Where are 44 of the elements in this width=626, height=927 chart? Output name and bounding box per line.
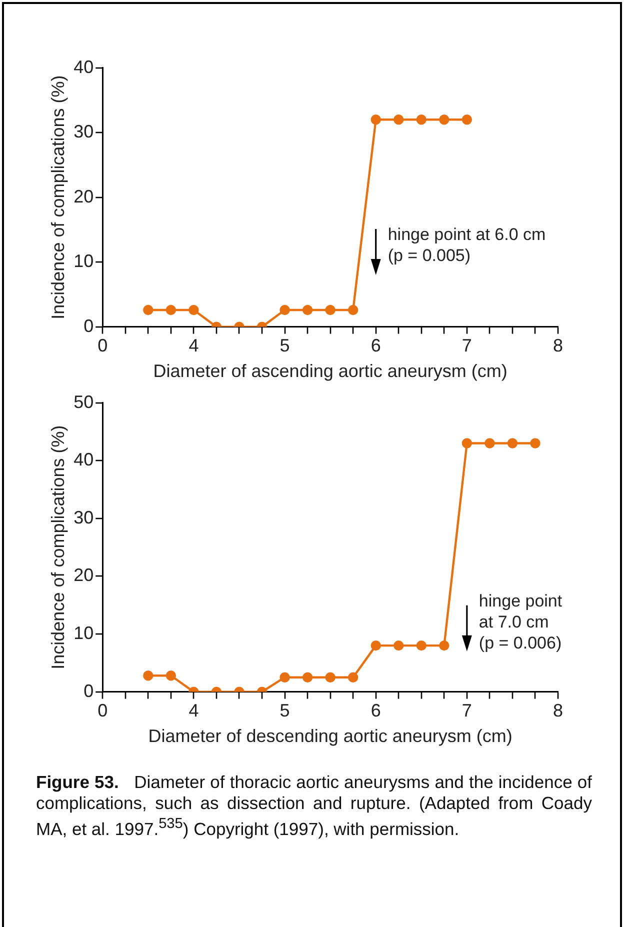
x-tick-label: 6 <box>370 700 381 721</box>
x-tick-label: 8 <box>552 336 564 356</box>
point <box>530 438 540 448</box>
y-tick-label: 50 <box>74 392 94 412</box>
y-tick-label: 30 <box>74 122 94 142</box>
caption: Figure 53. <box>36 772 119 792</box>
x-tick-label: 6 <box>370 336 381 356</box>
y-tick-label: 0 <box>84 680 94 701</box>
x-axis-title: Diameter of ascending aortic aneurysm (cm) <box>153 361 508 382</box>
y-tick-label: 10 <box>74 622 94 643</box>
point <box>462 438 472 448</box>
point <box>416 640 426 651</box>
y-axis-title: Incidence of complications (%) <box>48 75 68 320</box>
point <box>143 670 154 681</box>
y-tick-label: 10 <box>74 251 94 272</box>
point <box>394 640 404 651</box>
y-axis-title: Incidence of complications (%) <box>48 425 68 670</box>
x-tick-label: 0 <box>98 336 108 356</box>
point <box>166 670 176 681</box>
point <box>348 672 358 682</box>
x-axis-title: Diameter of descending aortic aneurysm (cm) <box>148 726 512 746</box>
x-tick-label: 4 <box>188 700 199 721</box>
x-tick-label: 5 <box>280 336 290 356</box>
point <box>439 640 450 651</box>
y-tick-label: 30 <box>74 507 94 528</box>
y-tick-label: 40 <box>74 56 94 77</box>
annotation: hinge point at 7.0 cm (p = 0.006) <box>478 592 562 653</box>
x-tick-label: 4 <box>188 336 199 356</box>
y-tick-label: 20 <box>74 565 94 586</box>
x-tick-label: 7 <box>462 336 472 356</box>
point <box>325 672 336 682</box>
y-tick-label: 0 <box>84 316 94 336</box>
y-tick-label: 40 <box>74 450 94 470</box>
x-tick-label: 5 <box>280 700 290 721</box>
point <box>484 438 495 448</box>
point <box>302 672 313 682</box>
x-tick-label: 0 <box>98 700 108 721</box>
x-tick-label: 8 <box>552 700 564 721</box>
x-tick-label: 7 <box>462 700 472 721</box>
y-tick-label: 20 <box>74 186 94 206</box>
point <box>370 640 381 651</box>
annotation: hinge point at 6.0 cm (p = 0.005) <box>388 225 546 266</box>
point <box>507 438 518 448</box>
point <box>280 672 290 682</box>
